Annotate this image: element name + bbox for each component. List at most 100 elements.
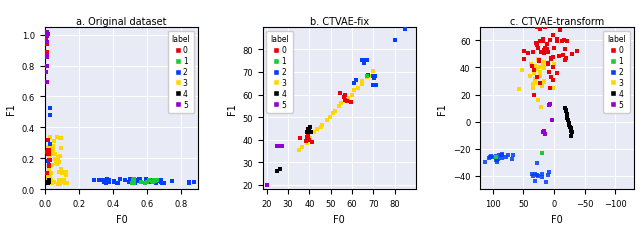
- Point: [61, 181, 72, 185]
- Point: [528, 174, 538, 178]
- Point: [342, 99, 352, 103]
- Point: [44, 164, 54, 168]
- Point: [496, 154, 506, 158]
- Point: [305, 137, 316, 140]
- Point: [490, 155, 500, 159]
- Point: [154, 178, 164, 182]
- Point: [45, 182, 55, 185]
- Title: a. Original dataset: a. Original dataset: [76, 17, 166, 27]
- Point: [45, 171, 56, 175]
- Point: [540, 47, 550, 51]
- Point: [42, 159, 52, 163]
- Point: [500, 156, 511, 159]
- Point: [44, 179, 54, 183]
- Point: [55, 154, 65, 158]
- Point: [45, 114, 55, 118]
- Point: [184, 181, 194, 185]
- Point: [159, 181, 169, 185]
- Point: [492, 160, 502, 164]
- Point: [340, 100, 350, 103]
- Point: [530, 179, 540, 183]
- X-axis label: F0: F0: [333, 214, 345, 224]
- Point: [539, 81, 549, 85]
- Point: [534, 58, 544, 62]
- Point: [492, 158, 502, 162]
- Point: [561, 56, 572, 60]
- Point: [566, 134, 577, 138]
- Point: [535, 40, 545, 43]
- Point: [535, 75, 545, 78]
- Point: [530, 82, 540, 85]
- Point: [135, 178, 145, 181]
- Point: [60, 170, 70, 174]
- Point: [58, 180, 68, 184]
- Point: [51, 161, 61, 165]
- Point: [543, 63, 553, 66]
- Point: [295, 137, 305, 140]
- Title: b. CTVAE-fix: b. CTVAE-fix: [310, 17, 369, 27]
- Point: [357, 83, 367, 87]
- Point: [539, 49, 549, 52]
- Point: [539, 52, 549, 55]
- Point: [532, 68, 542, 71]
- Point: [90, 178, 100, 182]
- Point: [303, 135, 314, 139]
- Point: [41, 71, 51, 75]
- Point: [335, 91, 346, 95]
- Point: [52, 163, 62, 166]
- Point: [42, 55, 52, 58]
- Point: [503, 153, 513, 157]
- Point: [548, 63, 559, 67]
- Point: [44, 152, 54, 156]
- Point: [565, 126, 575, 130]
- Point: [304, 128, 314, 131]
- Point: [540, 26, 550, 30]
- Point: [539, 80, 549, 84]
- Point: [535, 81, 545, 85]
- Point: [42, 65, 52, 69]
- Point: [572, 50, 582, 54]
- Point: [109, 180, 119, 184]
- Point: [147, 179, 157, 183]
- Point: [45, 154, 55, 158]
- Point: [275, 167, 285, 171]
- Point: [519, 58, 529, 61]
- Point: [150, 180, 160, 184]
- Point: [294, 149, 304, 152]
- Point: [303, 137, 314, 141]
- Point: [145, 179, 155, 182]
- Point: [532, 26, 542, 30]
- Point: [56, 136, 66, 140]
- Point: [491, 156, 501, 160]
- Point: [541, 180, 551, 184]
- Point: [150, 181, 161, 185]
- Point: [552, 40, 563, 44]
- Point: [44, 168, 54, 172]
- Point: [49, 180, 59, 184]
- Point: [42, 176, 52, 180]
- Point: [339, 94, 349, 98]
- Point: [45, 143, 55, 147]
- Point: [148, 181, 158, 184]
- Point: [545, 58, 556, 61]
- Point: [40, 138, 51, 142]
- Point: [538, 85, 548, 88]
- Point: [188, 181, 198, 185]
- Point: [358, 61, 369, 65]
- Point: [330, 109, 340, 113]
- Point: [42, 150, 52, 154]
- Point: [552, 38, 562, 41]
- Point: [166, 179, 177, 183]
- Point: [43, 152, 53, 156]
- Point: [127, 181, 137, 185]
- Point: [547, 119, 557, 123]
- Point: [563, 117, 573, 121]
- X-axis label: F0: F0: [116, 214, 127, 224]
- Point: [303, 128, 313, 132]
- Point: [370, 75, 380, 78]
- Point: [42, 33, 52, 37]
- Point: [303, 131, 313, 135]
- Point: [528, 51, 538, 54]
- Point: [113, 181, 124, 185]
- Point: [44, 151, 54, 155]
